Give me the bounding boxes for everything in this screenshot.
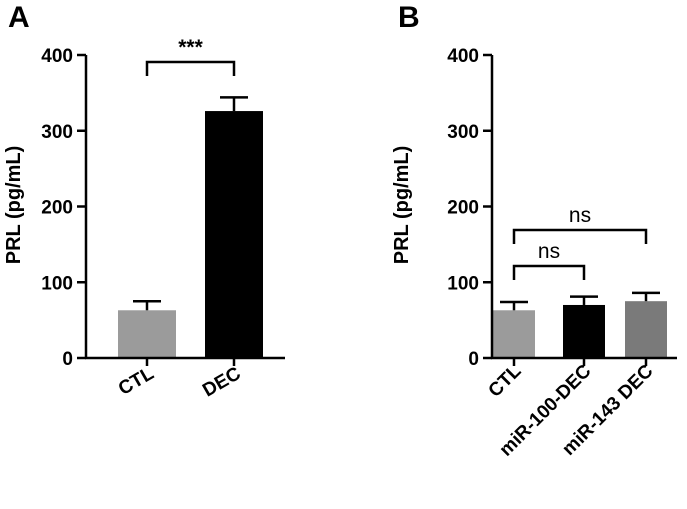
- panel-b: B PRL (pg/mL) 0 100 200 300 400 CTLmiR-100-D…: [391, 1, 677, 461]
- panel-b-bars: [493, 301, 667, 358]
- panel-a-y-tick-label: 200: [41, 198, 73, 219]
- panel-a-y-tick-label: 100: [41, 273, 73, 294]
- panel-a-y-tick-label: 300: [41, 122, 73, 143]
- panel-b-bracket-2: [512, 228, 648, 244]
- panel-b-y-tick-label: 400: [447, 46, 479, 67]
- panel-a: A PRL (pg/mL) 0 100 200 300 400 CTL DEC ***: [3, 1, 285, 401]
- panel-b-bracket-1: [512, 264, 586, 280]
- panel-b-letter: B: [398, 1, 420, 34]
- panel-a-bar-2: [205, 111, 263, 359]
- panel-a-y-tick-label: 0: [62, 349, 73, 370]
- panel-b-y-tick-label: 100: [447, 273, 479, 294]
- panel-a-x-labels: CTL DEC: [115, 358, 245, 401]
- panel-b-bar-2: [563, 304, 605, 358]
- panel-a-bracket-1: [145, 60, 236, 76]
- panel-b-y-tick-label: 200: [447, 198, 479, 219]
- panel-a-bar-1: [118, 310, 176, 358]
- panel-a-error-bars: [133, 96, 248, 311]
- panel-a-significance-label-1: ***: [178, 36, 203, 59]
- panel-a-ylabel: PRL (pg/mL): [3, 146, 25, 265]
- panel-a-y-tick-label: 400: [41, 46, 73, 67]
- panel-a-significance: ***: [145, 36, 236, 76]
- panel-b-y-tick-label: 0: [468, 349, 479, 370]
- panel-b-error-bars: [500, 291, 660, 311]
- panel-b-y-ticks: 0 100 200 300 400: [447, 46, 492, 370]
- panel-b-significance-label-2: ns: [569, 204, 591, 227]
- panel-b-x-label-1: CTL: [485, 360, 526, 401]
- panel-a-bars: [118, 111, 263, 359]
- panel-b-y-tick-label: 300: [447, 122, 479, 143]
- panel-a-letter: A: [8, 1, 30, 34]
- panel-b-significance-label-1: ns: [538, 240, 560, 263]
- panel-b-bar-3: [625, 301, 667, 358]
- panel-b-ylabel: PRL (pg/mL): [391, 146, 413, 265]
- panel-a-x-label-2: DEC: [199, 363, 244, 401]
- panel-b-bar-1: [493, 310, 535, 358]
- panel-a-y-ticks: 0 100 200 300 400: [41, 46, 86, 370]
- panel-a-x-label-1: CTL: [115, 363, 158, 400]
